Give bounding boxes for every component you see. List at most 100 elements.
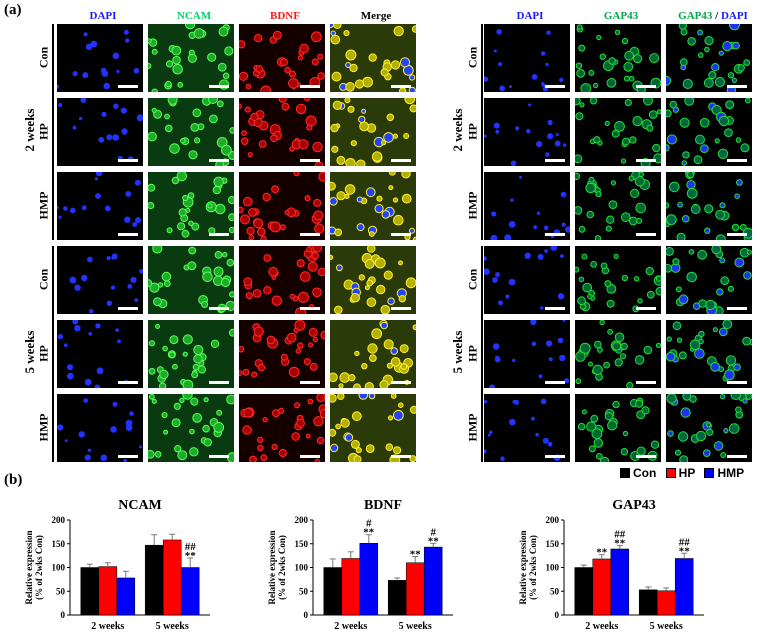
micrograph-gap-r0 xyxy=(575,24,661,92)
y-axis-label: Relative expression xyxy=(267,530,277,604)
y-tick-label: 150 xyxy=(52,539,66,549)
scale-bar xyxy=(118,307,138,310)
micrograph-ncam-r1 xyxy=(148,98,234,166)
scale-bar xyxy=(209,233,229,236)
significance-mark: ** xyxy=(614,538,626,550)
col-header-dapi: DAPI xyxy=(89,10,117,22)
row-label-hmp-5wk-right: HMP xyxy=(465,413,480,442)
scale-bar xyxy=(727,233,747,236)
scale-bar xyxy=(300,159,320,162)
col-header-bdnf: BDNF xyxy=(270,10,300,22)
panel-b-label: (b) xyxy=(4,472,23,488)
scale-bar xyxy=(636,455,656,458)
micrograph-ncam-r0 xyxy=(148,24,234,92)
group-label-5weeks-right: 5 weeks xyxy=(450,330,465,374)
micrograph-dapi-r2 xyxy=(484,172,570,240)
micrograph-gap-r3 xyxy=(575,246,661,314)
significance-mark: # xyxy=(430,526,436,538)
scale-bar xyxy=(636,85,656,88)
micrograph-gapmerge-r5 xyxy=(666,394,752,462)
legend: Con HP HMP xyxy=(620,466,744,480)
micrograph-merge-r1 xyxy=(330,98,416,166)
scale-bar xyxy=(300,233,320,236)
scale-bar xyxy=(118,233,138,236)
scale-bar xyxy=(118,381,138,384)
micrograph-bdnf-r0 xyxy=(239,24,325,92)
scale-bar xyxy=(727,307,747,310)
micrograph-gapmerge-r0 xyxy=(666,24,752,92)
significance-mark: ** xyxy=(679,545,691,557)
micrograph-merge-r2 xyxy=(330,172,416,240)
scale-bar xyxy=(727,159,747,162)
micrograph-ncam-r5 xyxy=(148,394,234,462)
bar-hmp-0 xyxy=(610,548,630,616)
bar-con-0 xyxy=(323,567,343,616)
row-label-hp-5wk-left: HP xyxy=(36,345,51,362)
group-bracket-5wk-right xyxy=(481,246,483,462)
bar-hp-1 xyxy=(656,590,676,616)
scale-bar xyxy=(300,85,320,88)
bar-hmp-1 xyxy=(674,558,694,616)
row-label-hmp-2wk-right: HMP xyxy=(465,191,480,220)
micrograph-dapi-r0 xyxy=(484,24,570,92)
scale-bar xyxy=(727,455,747,458)
micrograph-gapmerge-r4 xyxy=(666,320,752,388)
panel-a-label: (a) xyxy=(4,2,22,18)
y-tick-label: 0 xyxy=(304,610,309,620)
micrograph-merge-r3 xyxy=(330,246,416,314)
row-label-hp-5wk-right: HP xyxy=(465,345,480,362)
significance-mark: # xyxy=(366,518,372,530)
micrograph-dapi-r1 xyxy=(57,98,143,166)
row-label-con-5wk-left: Con xyxy=(36,268,51,291)
scale-bar xyxy=(545,233,565,236)
x-tick-label: 5 weeks xyxy=(399,621,432,632)
micrograph-gap-r1 xyxy=(575,98,661,166)
bar-con-0 xyxy=(80,567,100,616)
scale-bar xyxy=(636,159,656,162)
scale-bar xyxy=(545,307,565,310)
scale-bar xyxy=(391,85,411,88)
y-tick-label: 200 xyxy=(546,515,560,525)
group-bracket-5wk-left xyxy=(52,246,54,462)
micrograph-bdnf-r5 xyxy=(239,394,325,462)
scale-bar xyxy=(391,233,411,236)
scale-bar xyxy=(118,455,138,458)
ncam-bar-chart: NCAM Relative expression (% of 2wks Con) 0 5… xyxy=(24,498,210,632)
micrograph-ncam-r4 xyxy=(148,320,234,388)
micrograph-dapi-r3 xyxy=(484,246,570,314)
y-tick-label: 0 xyxy=(61,610,66,620)
bar-hp-0 xyxy=(98,566,118,616)
scale-bar xyxy=(545,159,565,162)
y-axis-label: Relative expression xyxy=(24,530,34,604)
group-bracket-2wk-left xyxy=(52,24,54,240)
y-tick-label: 200 xyxy=(52,515,66,525)
micrograph-gapmerge-r1 xyxy=(666,98,752,166)
col-header-ncam: NCAM xyxy=(176,10,212,22)
y-tick-label: 50 xyxy=(299,586,309,596)
y-tick-label: 150 xyxy=(546,539,560,549)
x-tick-label: 2 weeks xyxy=(334,621,367,632)
scale-bar xyxy=(636,381,656,384)
scale-bar xyxy=(545,381,565,384)
significance-mark: ** xyxy=(428,535,440,547)
group-bracket-2wk-right xyxy=(481,24,483,240)
bar-hmp-1 xyxy=(423,546,443,616)
micrograph-dapi-r0 xyxy=(57,24,143,92)
y-tick-label: 100 xyxy=(546,563,560,573)
chart-title: BDNF xyxy=(364,498,402,513)
scale-bar xyxy=(118,159,138,162)
scale-bar xyxy=(727,85,747,88)
bar-hmp-0 xyxy=(359,543,379,616)
bar-hp-0 xyxy=(592,558,612,616)
y-axis-label: (% of 2wks Con) xyxy=(34,535,44,600)
significance-mark: ## xyxy=(185,541,197,553)
micrograph-bdnf-r2 xyxy=(239,172,325,240)
y-tick-label: 150 xyxy=(295,539,309,549)
scale-bar xyxy=(300,381,320,384)
scale-bar xyxy=(727,381,747,384)
scale-bar xyxy=(209,307,229,310)
row-label-con-5wk-right: Con xyxy=(465,268,480,291)
scale-bar xyxy=(300,455,320,458)
micrograph-dapi-r4 xyxy=(57,320,143,388)
micrograph-gap-r4 xyxy=(575,320,661,388)
